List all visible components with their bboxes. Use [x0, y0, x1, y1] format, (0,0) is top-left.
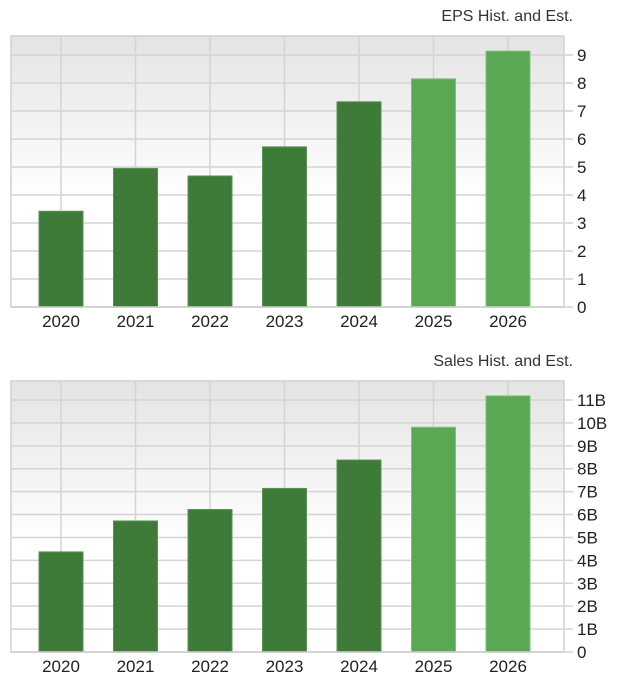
y-tick-label: 7 — [577, 102, 586, 121]
y-tick-label: 6B — [577, 506, 598, 525]
x-tick-label: 2024 — [340, 312, 378, 331]
y-tick-label: 8B — [577, 460, 598, 479]
y-tick-label: 6 — [577, 130, 586, 149]
x-tick-label: 2021 — [117, 657, 155, 676]
bar-2025 — [411, 426, 456, 653]
y-tick-label: 0 — [577, 298, 586, 317]
y-tick-label: 2B — [577, 597, 598, 616]
x-tick-label: 2024 — [340, 657, 378, 676]
x-tick-label: 2026 — [489, 312, 527, 331]
y-tick-label: 9 — [577, 46, 586, 65]
x-tick-label: 2020 — [42, 312, 80, 331]
x-tick-label: 2022 — [191, 312, 229, 331]
x-tick-label: 2020 — [42, 657, 80, 676]
bar-2026 — [485, 395, 531, 653]
x-tick-label: 2025 — [415, 657, 453, 676]
y-tick-label: 3 — [577, 214, 586, 233]
bar-2024 — [336, 101, 382, 308]
bar-2024 — [336, 459, 382, 653]
bar-2026 — [485, 50, 531, 308]
bar-2021 — [113, 167, 158, 308]
bar-2023 — [262, 146, 307, 308]
x-tick-label: 2023 — [266, 312, 304, 331]
x-tick-label: 2023 — [266, 657, 304, 676]
y-tick-label: 1 — [577, 270, 586, 289]
x-tick-label: 2021 — [117, 312, 155, 331]
y-tick-label: 8 — [577, 74, 586, 93]
y-tick-label: 4B — [577, 551, 598, 570]
eps-chart-title: EPS Hist. and Est. — [441, 8, 573, 25]
bar-2022 — [187, 175, 233, 308]
y-tick-label: 9B — [577, 437, 598, 456]
y-tick-label: 3B — [577, 574, 598, 593]
bar-2020 — [38, 210, 84, 308]
y-tick-label: 10B — [577, 414, 607, 433]
sales-plot: 0 1B 2B 3B 4B 5B 6B 7B 8B 9B 10B 11B 2020 2021 2022 202… — [0, 345, 620, 687]
y-tick-label: 5 — [577, 158, 586, 177]
x-tick-label: 2025 — [415, 312, 453, 331]
sales-chart-title: Sales Hist. and Est. — [433, 353, 573, 370]
y-tick-label: 11B — [577, 391, 606, 410]
bar-2021 — [113, 520, 158, 653]
y-tick-label: 7B — [577, 483, 598, 502]
y-tick-label: 0 — [577, 643, 586, 662]
x-tick-label: 2022 — [191, 657, 229, 676]
eps-chart: 0 1 2 3 4 5 6 7 8 9 2020 2021 2022 2023 2024 2025 2026 E… — [0, 0, 620, 340]
bar-2022 — [187, 509, 233, 653]
bar-2025 — [411, 78, 456, 308]
y-tick-label: 4 — [577, 186, 586, 205]
eps-plot: 0 1 2 3 4 5 6 7 8 9 2020 2021 2022 2023 2024 2025 2026 — [0, 0, 620, 340]
y-tick-label: 2 — [577, 242, 586, 261]
y-tick-label: 5B — [577, 528, 598, 547]
sales-chart: 0 1B 2B 3B 4B 5B 6B 7B 8B 9B 10B 11B 2020 2021 2022 202… — [0, 345, 620, 687]
bar-2020 — [38, 551, 84, 653]
y-tick-label: 1B — [577, 620, 598, 639]
bar-2023 — [262, 487, 307, 653]
x-tick-label: 2026 — [489, 657, 527, 676]
